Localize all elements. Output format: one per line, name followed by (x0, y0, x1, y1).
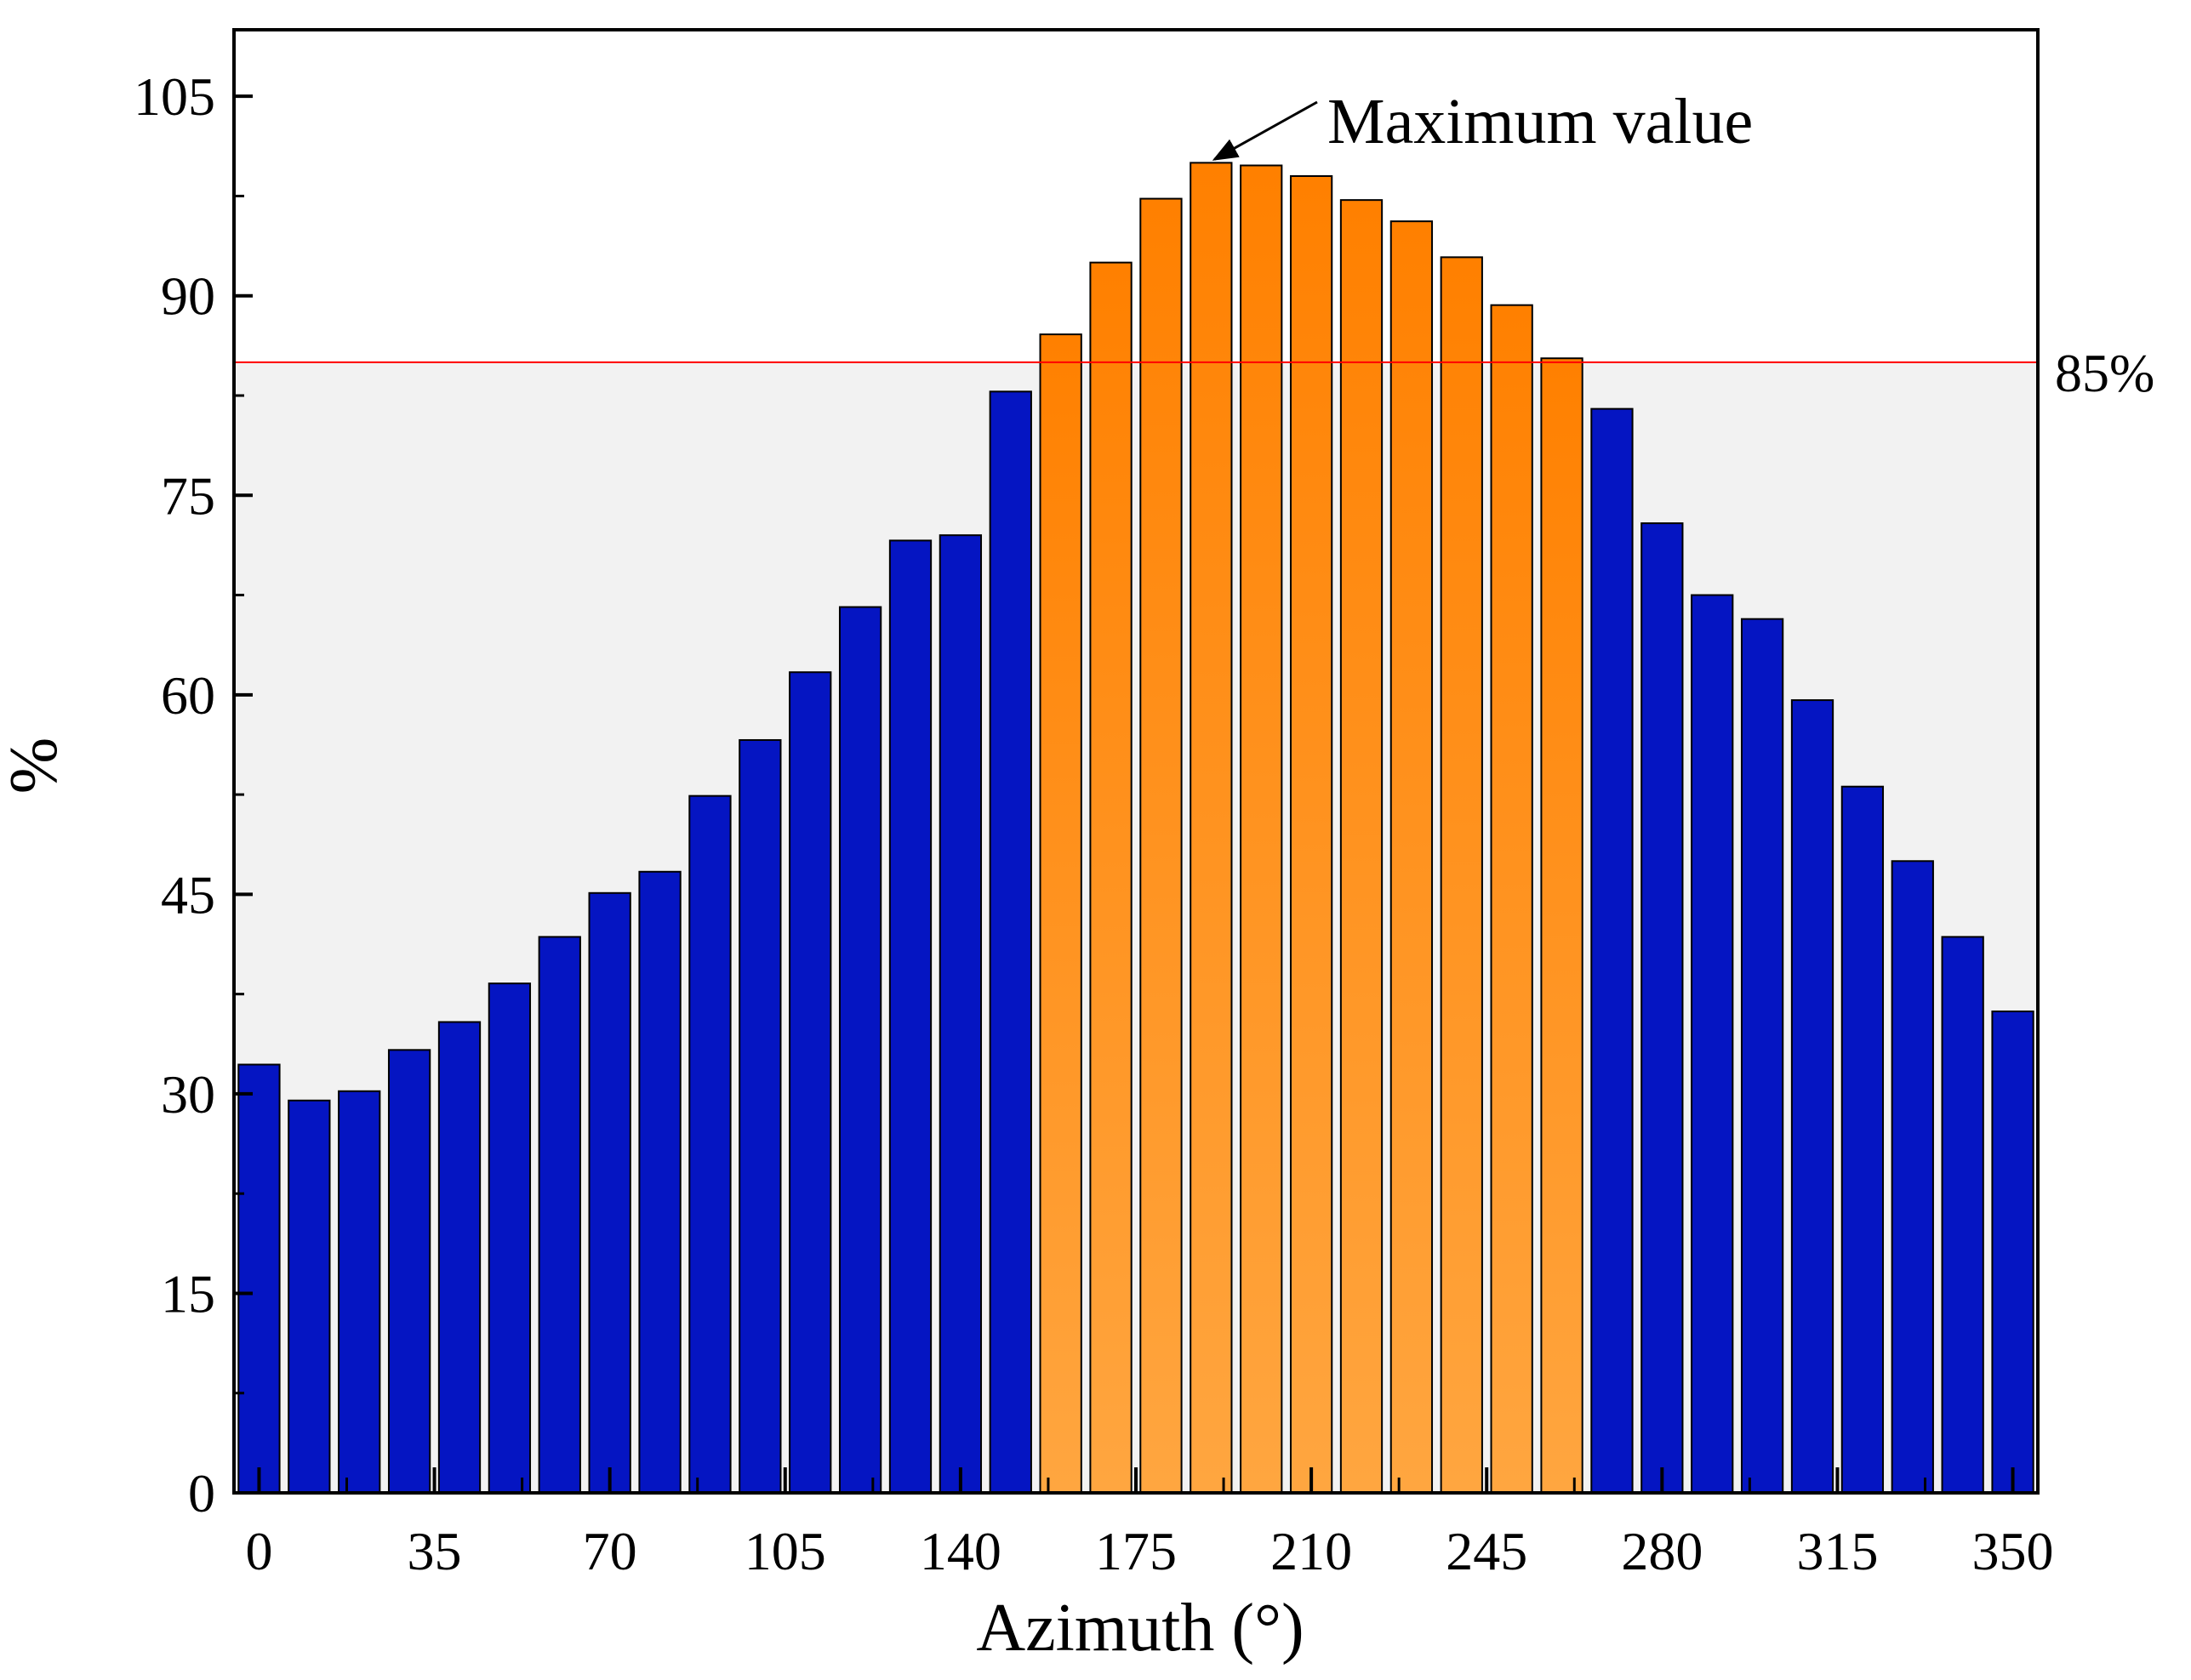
bar (1039, 333, 1082, 1494)
bar (588, 891, 631, 1495)
x-tick-label: 0 (245, 1521, 272, 1581)
x-tick-label: 105 (745, 1521, 826, 1581)
shaded-region (234, 362, 2038, 1494)
bar (1190, 162, 1233, 1494)
bar (1891, 860, 1934, 1494)
y-tick-label: 15 (161, 1263, 215, 1324)
bar (338, 1090, 381, 1495)
bar (1991, 1010, 2034, 1494)
bar (387, 1049, 431, 1494)
bar (1139, 197, 1183, 1495)
bar (488, 982, 532, 1495)
bar (1790, 699, 1834, 1494)
x-tick-label: 245 (1446, 1521, 1527, 1581)
bar (838, 606, 882, 1494)
bar (888, 539, 933, 1494)
bar (1941, 936, 1984, 1494)
x-tick-label: 210 (1270, 1521, 1352, 1581)
bar (1840, 785, 1885, 1494)
y-tick-label: 60 (161, 665, 215, 726)
bar (1740, 618, 1784, 1494)
y-axis-title: % (0, 737, 71, 794)
bar (1389, 220, 1434, 1494)
annotation-arrow (1212, 100, 1318, 161)
x-tick-label: 70 (583, 1521, 637, 1581)
y-tick-label: 30 (161, 1064, 215, 1125)
bar (939, 534, 983, 1495)
x-tick-label: 35 (408, 1521, 462, 1581)
x-axis-title: Azimuth (°) (976, 1591, 1304, 1666)
bar (739, 738, 782, 1494)
bar (688, 794, 732, 1494)
bar (1540, 357, 1583, 1495)
y-tick-label: 105 (134, 66, 215, 127)
x-tick-label: 350 (1972, 1521, 2054, 1581)
bar (538, 936, 581, 1494)
bar (1440, 256, 1483, 1494)
bar (1339, 199, 1384, 1494)
x-tick-label: 280 (1621, 1521, 1703, 1581)
bar (638, 870, 682, 1495)
y-tick-label: 45 (161, 864, 215, 925)
bar (1691, 594, 1734, 1495)
bar (437, 1021, 482, 1495)
bar (1089, 261, 1133, 1494)
bar (288, 1099, 331, 1495)
x-tick-label: 140 (920, 1521, 1001, 1581)
bar (989, 390, 1032, 1494)
annotation-label: Maximum value (1327, 86, 1753, 157)
bar (1240, 164, 1283, 1494)
x-tick-label: 315 (1796, 1521, 1878, 1581)
bar (1490, 304, 1533, 1494)
bar (237, 1063, 281, 1494)
bar (789, 671, 832, 1494)
bar (1640, 522, 1684, 1494)
y-tick-label: 75 (161, 465, 215, 526)
reference-line-label: 85% (2055, 343, 2154, 403)
y-tick-label: 90 (161, 266, 215, 327)
y-tick-label: 0 (188, 1463, 215, 1523)
bar (1590, 407, 1634, 1494)
bar (1289, 175, 1333, 1494)
x-tick-label: 175 (1095, 1521, 1177, 1581)
